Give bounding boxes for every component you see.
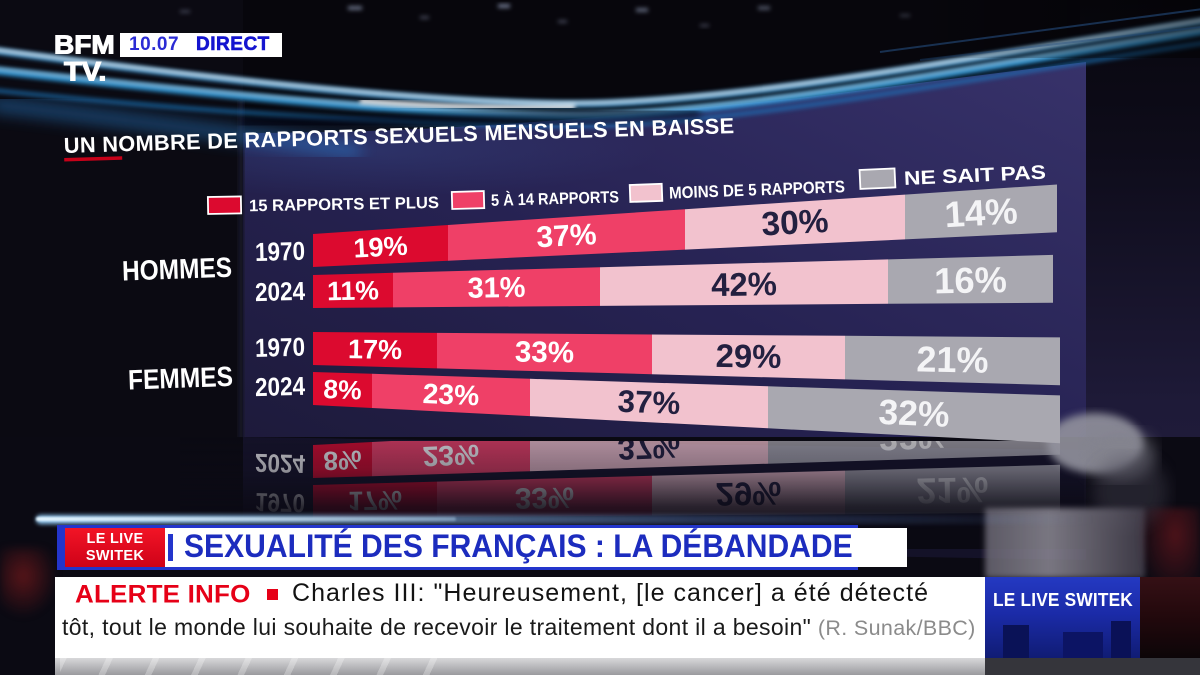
svg-text:32%: 32%	[878, 392, 950, 435]
svg-text:FEMMES: FEMMES	[127, 361, 233, 396]
svg-text:HOMMES: HOMMES	[121, 252, 232, 287]
svg-text:37%: 37%	[536, 218, 598, 254]
svg-text:5 À 14 RAPPORTS: 5 À 14 RAPPORTS	[491, 187, 619, 210]
svg-text:17%: 17%	[348, 334, 403, 365]
svg-text:31%: 31%	[467, 272, 525, 305]
svg-text:14%: 14%	[943, 190, 1018, 235]
svg-text:1970: 1970	[255, 332, 306, 363]
svg-text:21%: 21%	[916, 338, 989, 380]
svg-text:33%: 33%	[515, 335, 575, 369]
svg-text:37%: 37%	[617, 384, 681, 422]
svg-text:30%: 30%	[760, 203, 829, 244]
svg-text:2024: 2024	[255, 371, 306, 402]
svg-text:15 RAPPORTS ET PLUS: 15 RAPPORTS ET PLUS	[249, 194, 439, 215]
svg-text:16%: 16%	[934, 259, 1007, 301]
svg-text:11%: 11%	[327, 275, 379, 306]
svg-text:2024: 2024	[255, 276, 306, 307]
svg-text:8%: 8%	[323, 374, 363, 406]
svg-text:1970: 1970	[255, 236, 306, 267]
svg-text:29%: 29%	[715, 337, 781, 375]
svg-text:23%: 23%	[422, 377, 480, 411]
svg-text:19%: 19%	[353, 230, 409, 264]
svg-text:42%: 42%	[711, 265, 777, 303]
